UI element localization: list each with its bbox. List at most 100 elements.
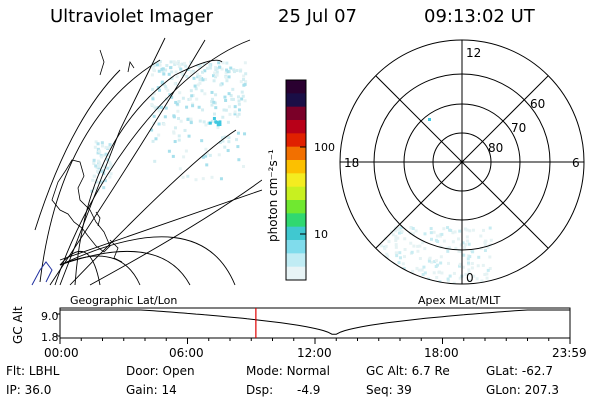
emission-pixel [191,102,195,106]
emission-pixel [438,234,442,238]
emission-pixel [196,63,200,67]
emission-pixel [201,78,205,82]
emission-pixel [164,106,168,110]
glon-value: 207.3 [524,383,559,397]
glat-field: GLat: -62.7 [486,364,553,378]
emission-pixel [396,236,400,240]
emission-pixel [212,79,216,83]
emission-pixel [217,65,221,69]
emission-pixel [384,244,388,248]
emission-pixel [218,140,222,144]
emission-pixel [169,76,173,80]
emission-pixel [191,69,195,73]
emission-pixel [152,68,156,72]
seq-field: Seq: 39 [366,383,412,397]
emission-pixel [483,248,487,252]
emission-pixel [92,174,96,178]
emission-pixel [471,250,475,254]
emission-pixel [432,271,436,275]
emission-pixel [171,154,175,158]
emission-pixel [106,166,110,170]
emission-pixel [175,75,179,79]
emission-pixel [464,272,468,276]
emission-pixel [158,63,162,67]
emission-pixel [173,82,177,86]
emission-pixel [481,263,485,267]
timeline-ytick-label: 1.8 [41,331,59,344]
emission-pixel [210,119,214,123]
emission-pixel [447,246,451,250]
emission-pixel [448,274,452,278]
emission-pixel [164,68,168,72]
emission-pixel [485,272,489,276]
emission-pixel [108,175,112,179]
glat-value: -62.7 [521,364,553,378]
colorbar-segment [286,120,306,134]
emission-pixel [383,247,387,251]
colorbar-segment [286,146,306,161]
emission-pixel [395,254,399,258]
emission-pixel [156,86,160,90]
emission-pixel [224,71,228,75]
emission-pixel [427,259,431,263]
emission-pixel [232,68,236,72]
emission-pixel [185,105,189,109]
emission-pixel [416,249,420,253]
emission-pixel [415,266,419,270]
emission-pixel [175,102,179,106]
emission-pixel [446,261,450,265]
emission-pixel [483,273,487,277]
emission-pixel [210,100,214,104]
emission-pixel [185,74,189,78]
emission-pixel [94,164,98,168]
emission-pixel [205,163,209,167]
emission-pixel [157,122,161,126]
emission-pixel [399,226,403,230]
emission-pixel [102,186,106,190]
emission-pixel [420,268,424,272]
emission-pixel [174,100,178,104]
emission-pixel [160,67,164,71]
door-value: Open [162,364,195,378]
emission-pixel [172,115,176,119]
emission-pixel [150,73,154,77]
emission-pixel [215,73,219,77]
geo-coastline [51,159,111,253]
emission-pixel [409,241,413,245]
emission-pixel [453,230,457,234]
emission-pixel [204,77,208,81]
colorbar-segment [286,186,306,201]
timeline-xtick-label: 23:59 [552,346,587,360]
emission-pixel [481,228,485,232]
emission-pixel [176,62,180,66]
emission-pixel [435,234,439,238]
emission-pixel [235,68,239,72]
timeline-ytick-label: 9.0 [41,310,59,323]
emission-pixel [192,76,196,80]
geo-grid-line [59,189,262,261]
emission-pixel [467,272,471,276]
emission-pixel [410,250,414,254]
emission-pixel [198,65,202,69]
emission-pixel [197,105,201,109]
gc-alt-value: 6.7 Re [411,364,450,378]
timeline-xtick-label: 00:00 [44,346,79,360]
emission-pixel [237,99,241,103]
emission-pixel [456,237,460,241]
observation-time: 09:13:02 UT [424,6,535,27]
emission-pixel [237,158,241,162]
emission-pixel [223,145,227,149]
emission-pixel [218,122,222,126]
emission-pixel [161,69,165,73]
emission-pixel [458,264,462,268]
emission-pixel [235,138,239,142]
geo-grid-line [89,179,262,286]
emission-pixel [222,108,226,112]
emission-pixel [177,134,181,138]
emission-pixel [162,83,166,87]
emission-pixel [172,60,176,64]
emission-pixel [214,120,218,124]
emission-pixel [412,244,416,248]
geo-grid-line [69,129,237,286]
